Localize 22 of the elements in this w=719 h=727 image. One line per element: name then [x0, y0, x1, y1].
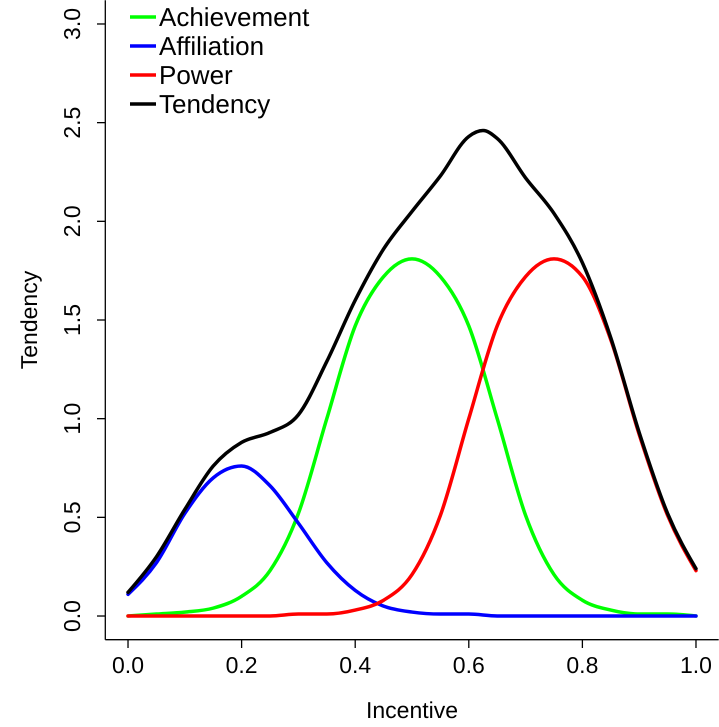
legend-label: Tendency — [159, 89, 270, 119]
y-tick-label: 0.0 — [59, 600, 85, 632]
y-tick-label: 1.0 — [59, 402, 85, 435]
legend-label: Power — [159, 60, 234, 90]
x-tick-label: 0.8 — [566, 652, 598, 678]
x-axis-title: Incentive — [366, 697, 458, 723]
legend-label: Achievement — [159, 2, 310, 32]
line-series — [126, 128, 698, 594]
y-axis-title: Tendency — [16, 270, 42, 370]
line-series — [126, 464, 698, 618]
x-tick-label: 1.0 — [680, 652, 712, 678]
x-tick-label: 0.4 — [339, 652, 372, 678]
x-tick-label: 0.0 — [112, 652, 144, 678]
legend-label: Affiliation — [159, 31, 264, 61]
y-tick-label: 2.5 — [59, 106, 85, 139]
y-tick-label: 1.5 — [59, 304, 85, 336]
line-series — [126, 257, 698, 618]
y-tick-label: 3.0 — [59, 8, 85, 40]
x-tick-label: 0.6 — [452, 652, 485, 678]
x-tick-label: 0.2 — [226, 652, 258, 678]
y-tick-label: 2.0 — [59, 205, 85, 238]
y-tick-label: 0.5 — [59, 501, 85, 534]
